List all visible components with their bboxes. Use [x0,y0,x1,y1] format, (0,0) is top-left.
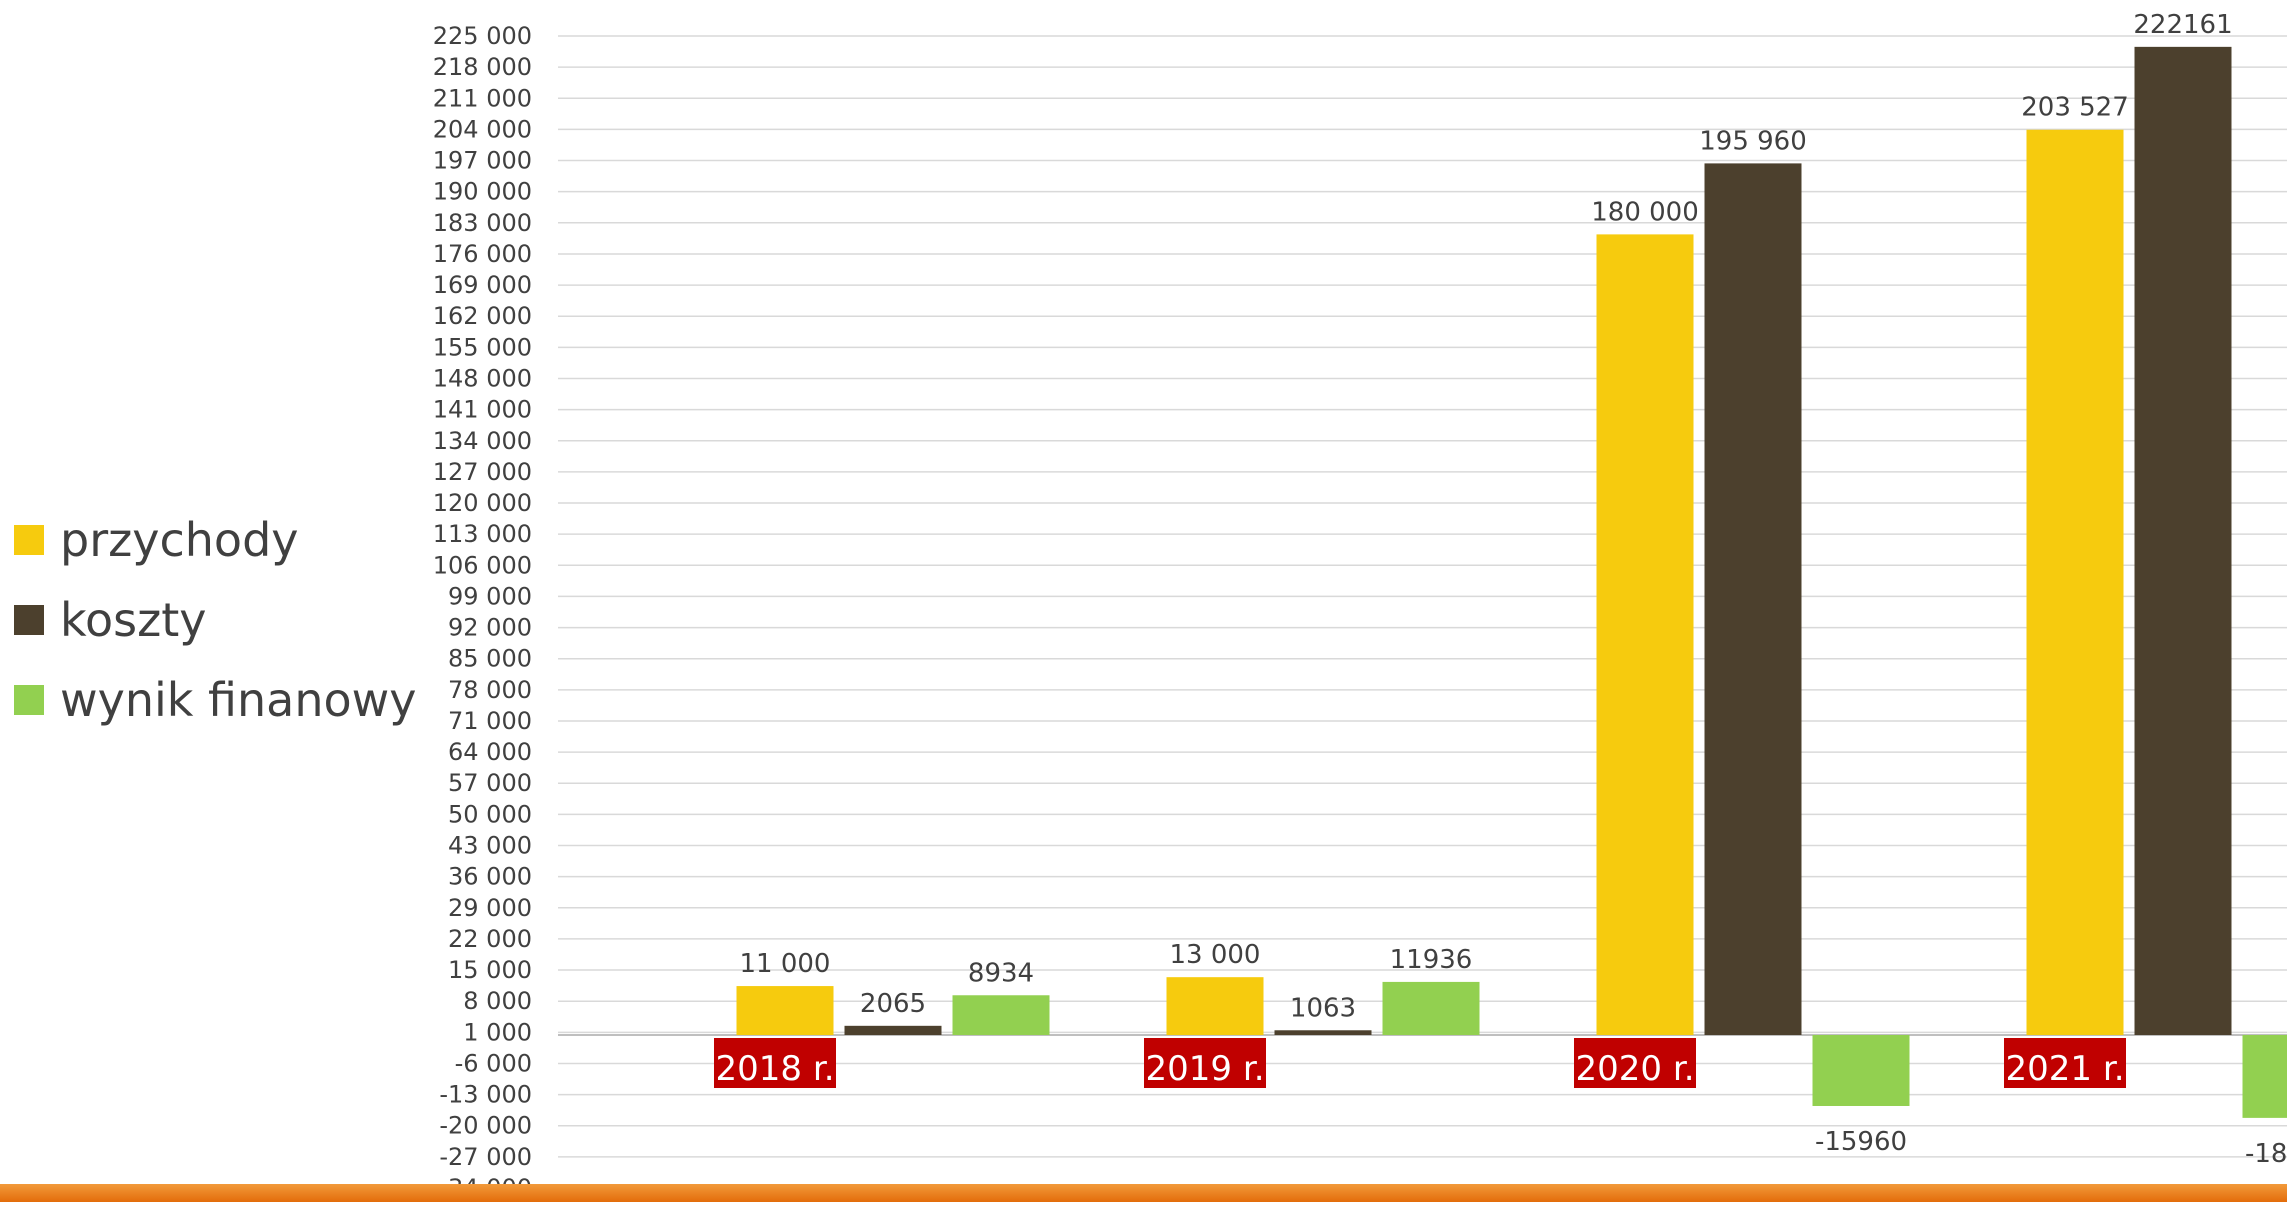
y-tick-label: 134 000 [433,427,532,455]
data-label: 195 960 [1699,126,1807,156]
y-tick-label: 197 000 [433,147,532,175]
legend-item-przychody: przychody [14,500,417,580]
legend-item-wynik: wynik finanowy [14,660,417,740]
y-tick-label: 218 000 [433,53,532,81]
y-tick-label: 127 000 [433,458,532,486]
y-tick-label: 15 000 [448,956,532,984]
y-tick-label: 120 000 [433,489,532,517]
y-tick-label: 36 000 [448,863,532,891]
y-tick-label: 148 000 [433,364,532,392]
bar-przychody [1167,977,1264,1035]
y-tick-label: 8 000 [463,987,532,1015]
y-tick-label: -6 000 [455,1049,532,1077]
data-label: 203 527 [2021,93,2129,123]
y-tick-label: 204 000 [433,115,532,143]
y-tick-label: -13 000 [439,1081,532,1109]
bottom-accent-bar [0,1184,2287,1202]
y-tick-label: 99 000 [448,582,532,610]
y-tick-label: 71 000 [448,707,532,735]
bar-wynik-finanowy [1383,982,1480,1035]
legend-item-koszty: koszty [14,580,417,660]
bar-koszty [1705,163,1802,1035]
bar-koszty [1275,1030,1372,1035]
y-tick-label: 141 000 [433,396,532,424]
bar-koszty [2135,47,2232,1035]
y-tick-label: 50 000 [448,800,532,828]
data-label: 13 000 [1170,940,1261,970]
y-tick-label: 22 000 [448,925,532,953]
legend-swatch-koszty [14,605,44,635]
data-label: 222161 [2133,10,2232,40]
y-tick-label: 155 000 [433,333,532,361]
y-tick-label: 85 000 [448,645,532,673]
bar-przychody [2027,130,2124,1035]
y-tick-label: 183 000 [433,209,532,237]
bar-koszty [845,1026,942,1035]
data-label: 8934 [968,958,1034,988]
bar-wynik-finanowy [1813,1035,1910,1106]
legend-label-przychody: przychody [60,513,299,567]
y-tick-label: 1 000 [463,1018,532,1046]
y-tick-label: 78 000 [448,676,532,704]
legend-swatch-wynik [14,685,44,715]
y-tick-label: 169 000 [433,271,532,299]
y-tick-label: 43 000 [448,832,532,860]
bar-przychody [737,986,834,1035]
y-tick-label: 29 000 [448,894,532,922]
y-tick-label: 176 000 [433,240,532,268]
y-tick-label: 225 000 [433,22,532,50]
legend-label-wynik: wynik finanowy [60,673,417,727]
data-label: -18634 [2245,1139,2287,1169]
category-label: 2019 r. [1146,1049,1265,1089]
y-tick-label: 57 000 [448,769,532,797]
legend-swatch-przychody [14,525,44,555]
bar-wynik-finanowy [2243,1035,2287,1118]
data-label: 180 000 [1591,197,1699,227]
data-label: 11 000 [740,949,831,979]
bar-przychody [1597,234,1694,1035]
data-label: 2065 [860,989,926,1019]
y-tick-label: 162 000 [433,302,532,330]
y-tick-label: 92 000 [448,614,532,642]
category-label: 2020 r. [1576,1049,1695,1089]
y-tick-label: 113 000 [433,520,532,548]
data-label: 1063 [1290,993,1356,1023]
y-tick-label: 106 000 [433,551,532,579]
data-label: 11936 [1390,945,1473,975]
legend-label-koszty: koszty [60,593,207,647]
bar-wynik-finanowy [953,995,1050,1035]
data-label: -15960 [1815,1127,1907,1157]
category-label: 2018 r. [716,1049,835,1089]
y-tick-label: 190 000 [433,178,532,206]
y-tick-label: 211 000 [433,84,532,112]
y-tick-label: 64 000 [448,738,532,766]
y-tick-label: -27 000 [439,1143,532,1171]
y-tick-label: -20 000 [439,1112,532,1140]
category-label: 2021 r. [2006,1049,2125,1089]
legend: przychody koszty wynik finanowy [14,500,417,740]
